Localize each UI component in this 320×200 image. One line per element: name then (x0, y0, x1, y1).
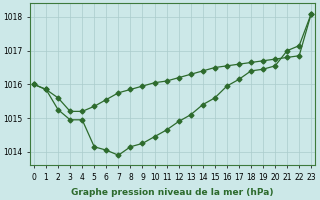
X-axis label: Graphe pression niveau de la mer (hPa): Graphe pression niveau de la mer (hPa) (71, 188, 274, 197)
